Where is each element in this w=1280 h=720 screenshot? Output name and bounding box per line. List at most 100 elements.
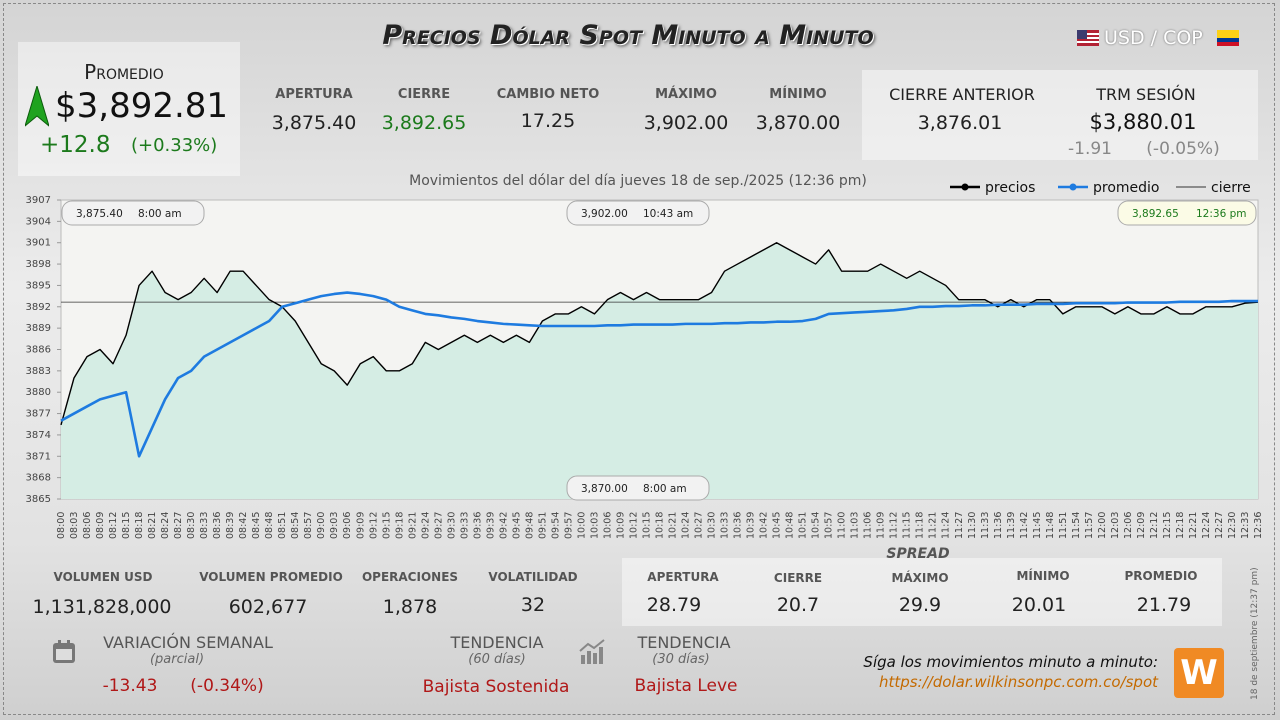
x-tick-label: 11:36 <box>993 512 1004 539</box>
stat-label: MÍNIMO <box>769 87 827 102</box>
stat-label: MÁXIMO <box>655 87 717 102</box>
volume-value: 1,878 <box>382 596 438 618</box>
promedio-value: $3,892.81 <box>55 86 229 126</box>
x-tick-label: 08:54 <box>290 512 301 539</box>
x-tick-label: 12:09 <box>1136 512 1147 539</box>
weekly-note: (parcial) <box>149 652 205 667</box>
x-tick-label: 09:18 <box>394 512 405 539</box>
x-tick-label: 09:27 <box>433 512 444 539</box>
x-tick-label: 10:30 <box>707 512 718 539</box>
annotation-time: 8:00 am <box>643 483 687 495</box>
trm-change: -1.91 <box>1068 139 1112 159</box>
annotation-time: 8:00 am <box>138 208 182 220</box>
x-tick-label: 10:12 <box>628 512 639 539</box>
annotation-box <box>566 200 710 226</box>
stat-label: APERTURA <box>275 87 353 102</box>
x-tick-label: 10:45 <box>772 512 783 539</box>
logo[interactable]: W <box>1174 648 1224 698</box>
x-tick-label: 09:51 <box>537 512 548 539</box>
annotation-time: 12:36 pm <box>1196 208 1247 220</box>
x-tick-label: 12:06 <box>1123 512 1134 539</box>
x-tick-label: 08:42 <box>238 512 249 539</box>
x-tick-label: 11:21 <box>928 512 939 539</box>
x-tick-label: 08:48 <box>264 512 275 539</box>
x-tick-label: 10:15 <box>641 512 652 539</box>
y-tick-label: 3865 <box>26 494 51 505</box>
annotation-box <box>566 475 710 501</box>
flag-co <box>1217 30 1239 46</box>
annotation-box <box>61 200 205 226</box>
flag-us <box>1077 30 1099 46</box>
x-tick-label: 09:06 <box>342 512 353 539</box>
x-tick-label: 10:33 <box>720 512 731 539</box>
spread-label: APERTURA <box>647 570 719 584</box>
x-tick-label: 11:12 <box>889 512 900 539</box>
trend-note: (30 días) <box>652 652 710 667</box>
x-tick-label: 10:48 <box>785 512 796 539</box>
y-tick-label: 3871 <box>26 451 51 462</box>
x-tick-label: 09:54 <box>550 512 561 539</box>
x-tick-label: 12:18 <box>1175 512 1186 539</box>
previous-box <box>862 70 1258 160</box>
x-tick-label: 08:12 <box>108 512 119 539</box>
annotation-value: 3,902.00 <box>581 208 628 220</box>
x-tick-label: 10:57 <box>824 512 835 539</box>
x-tick-label: 09:45 <box>511 512 522 539</box>
x-tick-label: 08:15 <box>121 512 132 539</box>
x-tick-label: 09:30 <box>446 512 457 539</box>
promedio-label: Promedio <box>84 60 164 84</box>
trm-change-pct: (-0.05%) <box>1146 139 1220 159</box>
x-tick-label: 10:21 <box>668 512 679 539</box>
y-tick-label: 3898 <box>26 259 51 270</box>
stat-value: 3,892.65 <box>381 112 467 134</box>
series-line <box>60 242 1259 426</box>
y-tick-label: 3874 <box>26 430 51 441</box>
x-tick-label: 11:54 <box>1071 512 1082 539</box>
x-tick-label: 09:03 <box>329 512 340 539</box>
y-tick-label: 3907 <box>26 195 51 206</box>
promedio-box <box>18 42 240 176</box>
prev-close-value: 3,876.01 <box>917 112 1003 134</box>
promedio-change-pct: (+0.33%) <box>131 135 218 156</box>
site-link[interactable]: https://dolar.wilkinsonpc.com.co/spot <box>878 673 1158 691</box>
stat-label: CIERRE <box>397 87 451 102</box>
x-tick-label: 10:06 <box>602 512 613 539</box>
x-tick-label: 09:12 <box>368 512 379 539</box>
x-tick-label: 11:39 <box>1006 512 1017 539</box>
volume-label: VOLUMEN PROMEDIO <box>199 570 343 584</box>
x-tick-label: 11:30 <box>967 512 978 539</box>
x-tick-label: 08:33 <box>199 512 210 539</box>
timestamp: 18 de septiembre (12:37 pm) <box>1250 567 1260 700</box>
x-tick-label: 12:33 <box>1240 512 1251 539</box>
x-tick-label: 11:06 <box>863 512 874 539</box>
x-tick-label: 10:54 <box>811 512 822 539</box>
spread-value: 28.79 <box>646 594 702 616</box>
y-tick-label: 3883 <box>26 366 51 377</box>
spread-box <box>622 558 1222 626</box>
x-tick-label: 09:00 <box>316 512 327 539</box>
x-tick-label: 08:30 <box>186 512 197 539</box>
trm-value: $3,880.01 <box>1089 110 1197 134</box>
x-tick-label: 09:21 <box>407 512 418 539</box>
x-tick-label: 09:48 <box>524 512 535 539</box>
x-tick-label: 12:21 <box>1188 512 1199 539</box>
x-tick-label: 08:36 <box>212 512 223 539</box>
trend-label: TENDENCIA <box>637 633 731 652</box>
x-tick-label: 08:57 <box>303 512 314 539</box>
x-tick-label: 11:24 <box>941 512 952 539</box>
annotation-value: 3,875.40 <box>76 208 123 220</box>
x-tick-label: 11:48 <box>1045 512 1056 539</box>
x-tick-label: 08:39 <box>225 512 236 539</box>
x-tick-label: 09:57 <box>563 512 574 539</box>
promedio-change: +12.8 <box>40 132 111 158</box>
pair: USD / COP <box>1104 27 1203 49</box>
trend-value: Bajista Sostenida <box>422 677 570 697</box>
y-tick-label: 3895 <box>26 280 51 291</box>
x-tick-label: 11:51 <box>1058 512 1069 539</box>
x-tick-label: 12:12 <box>1149 512 1160 539</box>
y-tick-label: 3889 <box>26 323 51 334</box>
spread-label: MÍNIMO <box>1016 569 1070 583</box>
volume-value: 32 <box>520 594 546 616</box>
annotation-value: 3,892.65 <box>1132 208 1179 220</box>
